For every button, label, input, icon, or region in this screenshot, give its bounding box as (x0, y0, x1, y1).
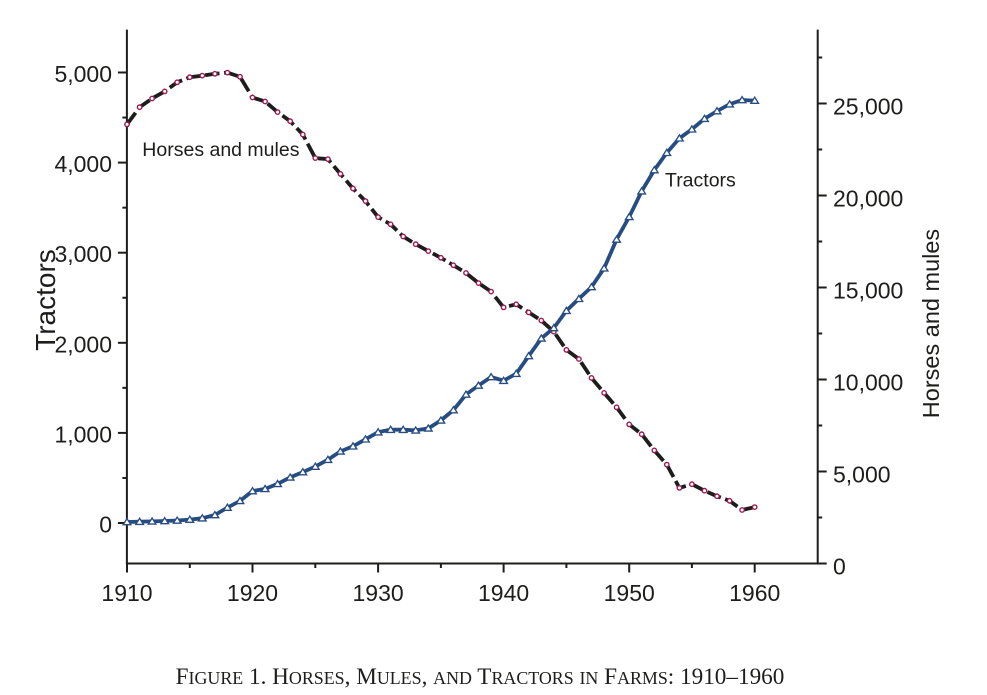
svg-text:1,000: 1,000 (54, 421, 112, 447)
svg-text:25,000: 25,000 (833, 94, 903, 120)
svg-text:20,000: 20,000 (833, 186, 903, 212)
svg-text:1930: 1930 (353, 580, 404, 606)
svg-text:Tractors: Tractors (665, 170, 736, 192)
svg-text:FIGURE 1. HORSES, MULES, AND T: FIGURE 1. HORSES, MULES, AND TRACTORS IN… (176, 664, 785, 690)
svg-text:4,000: 4,000 (54, 151, 112, 177)
svg-text:3,000: 3,000 (54, 241, 112, 267)
svg-text:0: 0 (833, 554, 846, 580)
svg-text:1950: 1950 (604, 580, 655, 606)
svg-text:1910: 1910 (101, 580, 152, 606)
svg-text:Tractors: Tractors (30, 249, 61, 351)
svg-text:Horses and mules: Horses and mules (918, 229, 944, 418)
svg-text:1920: 1920 (227, 580, 278, 606)
svg-text:2,000: 2,000 (54, 331, 112, 357)
svg-text:1960: 1960 (729, 580, 780, 606)
svg-text:5,000: 5,000 (833, 462, 891, 488)
svg-text:15,000: 15,000 (833, 278, 903, 304)
svg-text:1940: 1940 (478, 580, 529, 606)
svg-text:5,000: 5,000 (54, 61, 112, 87)
svg-text:Horses and mules: Horses and mules (142, 139, 299, 161)
svg-text:10,000: 10,000 (833, 370, 903, 396)
svg-text:0: 0 (99, 512, 112, 538)
